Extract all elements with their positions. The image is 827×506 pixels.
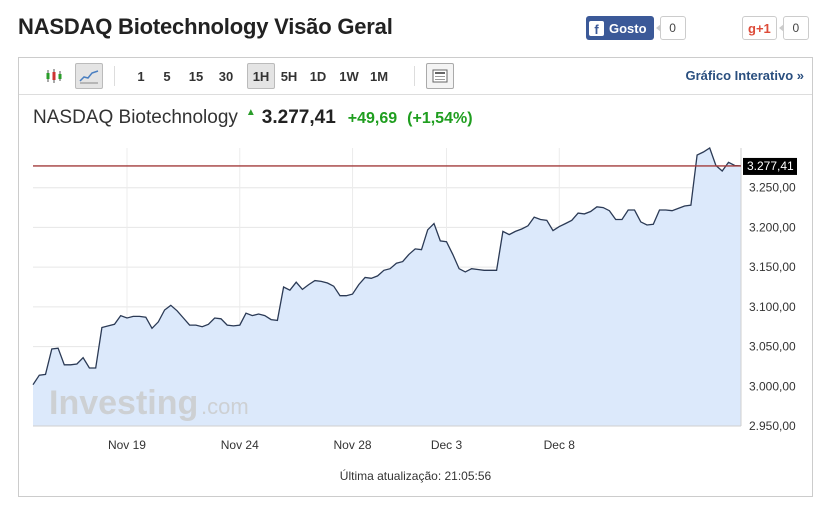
google-plus-icon: g	[748, 20, 756, 36]
y-tick-label: 3.150,00	[749, 260, 796, 274]
facebook-like-label: Gosto	[609, 20, 647, 36]
x-tick-label: Nov 24	[221, 438, 259, 452]
interval-1[interactable]: 1	[137, 68, 145, 84]
instrument-name: NASDAQ Biotechnology	[33, 107, 238, 128]
google-plus-label: +1	[755, 20, 771, 36]
google-plus-button[interactable]: g +1	[742, 16, 777, 40]
price-change: +49,69	[347, 110, 398, 127]
axes: 2.950,00 3.000,00 3.050,00 3.100,00 3.150,00…	[33, 148, 797, 452]
chart-toolbar: 1 5 15 30 1H 5H 1D 1W 1M Gráfico Interativo »	[19, 58, 812, 95]
last-price-badge	[743, 157, 797, 175]
toolbar-divider	[414, 66, 415, 86]
x-tick-label: Dec 8	[544, 438, 576, 452]
y-tick-label: 2.950,00	[749, 419, 796, 433]
interval-5h[interactable]: 5H	[280, 68, 298, 84]
price-line	[32, 147, 742, 386]
x-tick-label: Nov 19	[108, 438, 146, 452]
interval-1w[interactable]: 1W	[339, 68, 359, 84]
facebook-like-count: 0	[655, 16, 686, 40]
facebook-icon: f	[589, 20, 604, 37]
y-tick-label: 3.050,00	[749, 340, 796, 354]
facebook-like-button[interactable]: f Gosto	[586, 16, 654, 40]
price-chart[interactable]: Investing .com 2.950,00 3.000,00 3.050,00 3…	[19, 138, 812, 468]
layout-icon[interactable]	[426, 63, 454, 89]
price-area-fill	[33, 148, 741, 426]
price-change-percent: (+1,54%)	[407, 110, 473, 127]
page-title: NASDAQ Biotechnology Visão Geral	[18, 14, 393, 39]
candlestick-chart-icon[interactable]	[41, 64, 67, 88]
interval-1m[interactable]: 1M	[369, 68, 389, 84]
last-price-badge-label: 3.277,41	[747, 159, 794, 173]
x-tick-label: Dec 3	[431, 438, 463, 452]
investing-watermark: Investing .com	[49, 384, 249, 422]
chart-widget: 1 5 15 30 1H 5H 1D 1W 1M Gráfico Interativo » NA…	[18, 57, 813, 497]
x-tick-label: Nov 28	[334, 438, 372, 452]
google-plus[interactable]: g +1 0	[742, 15, 809, 41]
last-price: 3.277,41	[261, 107, 336, 128]
area-chart-icon[interactable]	[75, 63, 103, 89]
facebook-like[interactable]: f Gosto 0	[586, 15, 686, 41]
quote-header: NASDAQ Biotechnology ▲ 3.277,41 +49,69 (…	[33, 107, 473, 129]
interval-5[interactable]: 5	[163, 68, 171, 84]
y-tick-label: 3.100,00	[749, 300, 796, 314]
interval-30[interactable]: 30	[218, 68, 234, 84]
up-arrow-icon: ▲	[245, 107, 256, 118]
interval-1h[interactable]: 1H	[247, 63, 275, 89]
y-tick-label: 3.000,00	[749, 379, 796, 393]
y-tick-label: 3.250,00	[749, 181, 796, 195]
watermark-suffix: .com	[201, 394, 249, 419]
google-plus-count: 0	[778, 16, 809, 40]
toolbar-divider	[114, 66, 115, 86]
interval-1d[interactable]: 1D	[309, 68, 327, 84]
interval-15[interactable]: 15	[188, 68, 204, 84]
y-tick-label: 3.200,00	[749, 220, 796, 234]
watermark-text: Investing	[49, 384, 198, 422]
interactive-chart-link[interactable]: Gráfico Interativo »	[685, 68, 804, 83]
last-updated: Última atualização: 21:05:56	[339, 469, 492, 483]
